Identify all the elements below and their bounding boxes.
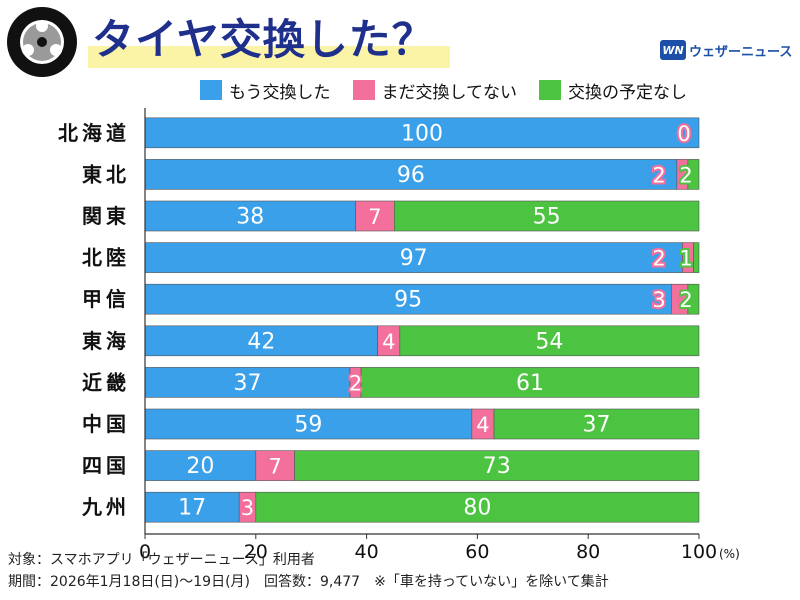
data-label: 96 bbox=[397, 163, 425, 188]
category-label: 近畿 bbox=[82, 370, 130, 394]
data-label: 38 bbox=[236, 205, 264, 230]
data-label: 3 bbox=[652, 288, 665, 312]
category-label: 九州 bbox=[81, 495, 130, 519]
data-label: 59 bbox=[294, 413, 322, 438]
bar-segment bbox=[399, 325, 700, 357]
x-tick-label: 80 bbox=[576, 541, 600, 560]
data-label: 4 bbox=[382, 330, 395, 354]
data-label: 55 bbox=[533, 205, 561, 230]
category-label: 中国 bbox=[82, 412, 130, 436]
x-tick-label: 60 bbox=[465, 541, 489, 560]
x-tick-label: 40 bbox=[355, 541, 379, 560]
data-label: 100 bbox=[401, 121, 443, 146]
bar-segment bbox=[144, 283, 672, 315]
data-label: 2 bbox=[349, 371, 362, 395]
data-label: 42 bbox=[247, 329, 275, 354]
bar-segment bbox=[255, 491, 700, 523]
legend-item-done: もう交換した bbox=[200, 78, 331, 103]
tire-icon bbox=[7, 7, 77, 77]
title-highlight bbox=[88, 46, 450, 68]
category-label: 東北 bbox=[82, 162, 130, 186]
bar-segment bbox=[393, 200, 700, 232]
data-label: 73 bbox=[483, 454, 511, 479]
bar-segment bbox=[144, 491, 240, 523]
category-label: 甲信 bbox=[82, 287, 130, 311]
footer-target: 対象：スマホアプリ「ウェザーニュース」利用者 bbox=[8, 552, 315, 568]
data-label: 7 bbox=[368, 205, 381, 229]
bar-segment bbox=[693, 242, 700, 273]
footer-period: 期間：2026年1月18日(日)～19日(月) 回答数：9,477 ※「車を持っ… bbox=[8, 574, 609, 590]
category-label: 四国 bbox=[82, 454, 130, 478]
legend-item-no-plan: 交換の予定なし bbox=[539, 78, 687, 103]
bar-segment bbox=[144, 450, 257, 481]
data-label: 2 bbox=[679, 163, 692, 187]
bar-segment bbox=[360, 367, 700, 398]
data-label: 2 bbox=[679, 288, 692, 312]
x-tick-label: 100 bbox=[681, 541, 717, 560]
x-tick-label: 0 bbox=[139, 541, 151, 560]
data-label: 3 bbox=[241, 496, 254, 520]
legend-swatch-not-yet bbox=[352, 80, 375, 100]
bar-segment bbox=[144, 242, 683, 273]
data-label: 95 bbox=[394, 288, 422, 313]
legend-label-no-plan: 交換の予定なし bbox=[568, 82, 687, 103]
category-label: 北海道 bbox=[58, 121, 130, 145]
data-label: 37 bbox=[233, 371, 261, 396]
legend: もう交換した まだ交換してない 交換の予定なし bbox=[200, 78, 709, 103]
category-label: 関東 bbox=[82, 204, 130, 228]
data-label: 4 bbox=[476, 413, 489, 437]
legend-label-not-yet: まだ交換してない bbox=[381, 82, 518, 103]
bar-segment bbox=[355, 200, 395, 232]
data-label: 2 bbox=[652, 247, 665, 271]
brand-name: ウェザーニュース bbox=[689, 44, 793, 60]
bar-segment bbox=[144, 117, 700, 149]
brand-logo: WN bbox=[660, 40, 686, 60]
x-tick-label: 20 bbox=[244, 541, 268, 560]
legend-swatch-no-plan bbox=[539, 80, 561, 100]
data-label: 7 bbox=[269, 455, 282, 479]
data-label: 2 bbox=[652, 163, 665, 187]
data-label: 37 bbox=[583, 413, 611, 438]
data-label: 54 bbox=[535, 329, 563, 354]
data-label: 80 bbox=[463, 496, 491, 521]
data-label: 0 bbox=[677, 122, 690, 146]
legend-label-done: もう交換した bbox=[229, 82, 331, 103]
bar-segment bbox=[493, 408, 700, 440]
x-axis-unit: (%) bbox=[719, 547, 740, 560]
brand: WN ウェザーニュース bbox=[660, 38, 792, 62]
bar-segment bbox=[687, 283, 700, 315]
data-label: 17 bbox=[178, 496, 206, 521]
bar-segment bbox=[144, 408, 473, 440]
bar-segment bbox=[144, 367, 351, 398]
legend-swatch-done bbox=[200, 80, 222, 100]
data-label: 97 bbox=[400, 246, 428, 271]
data-label: 1 bbox=[679, 247, 692, 271]
category-label: 東海 bbox=[82, 329, 130, 353]
data-label: 61 bbox=[516, 371, 544, 396]
legend-item-not-yet: まだ交換してない bbox=[352, 78, 518, 103]
bar-segment bbox=[294, 450, 700, 481]
bar-segment bbox=[255, 450, 295, 481]
category-label: 北陸 bbox=[82, 246, 130, 270]
data-label: 20 bbox=[186, 454, 214, 479]
bar-segment bbox=[687, 159, 700, 190]
page-title: タイヤ交換した？ bbox=[92, 15, 435, 64]
